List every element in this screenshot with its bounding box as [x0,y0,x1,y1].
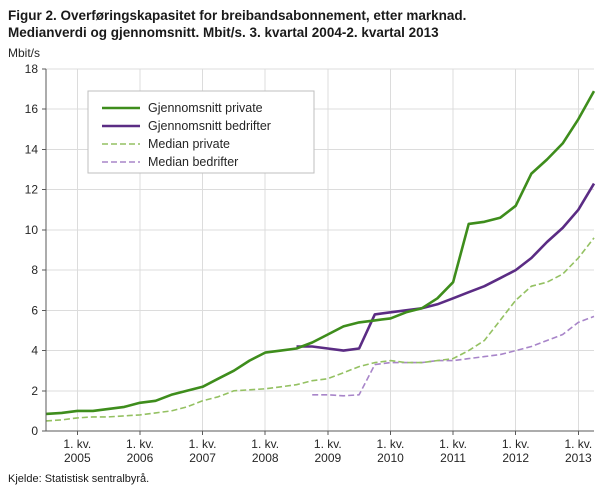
y-tick-label: 0 [31,424,38,438]
y-tick-label: 18 [25,62,39,76]
y-tick-label: 16 [25,102,39,116]
x-tick-label-quarter: 1. kv. [502,437,530,451]
x-tick-label-quarter: 1. kv. [126,437,154,451]
chart-legend: Gjennomsnitt private Gjennomsnitt bedrift… [87,90,315,174]
x-tick-label-quarter: 1. kv. [63,437,91,451]
x-tick-label-quarter: 1. kv. [564,437,592,451]
legend-label-gjennomsnitt-private: Gjennomsnitt private [148,101,263,115]
legend-label-median-private: Median private [148,137,230,151]
y-tick-label: 12 [25,183,39,197]
x-tick-label-year: 2011 [440,451,466,465]
legend-box [87,90,315,174]
series-line-median-private [45,237,595,422]
chart-title-line2: Medianverdi og gjennomsnitt. Mbit/s. 3. … [8,25,439,40]
legend-label-median-bedrifter: Median bedrifter [148,155,238,169]
legend-label-gjennomsnitt-bedrifter: Gjennomsnitt bedrifter [148,119,271,133]
x-tick-label-quarter: 1. kv. [251,437,279,451]
x-tick-label-year: 2006 [127,451,154,465]
series-lines [45,90,596,422]
x-tick-label-quarter: 1. kv. [377,437,405,451]
chart-title: Figur 2. Overføringskapasitet for breiba… [0,0,610,41]
y-tick-label: 6 [31,303,38,317]
y-tick-label: 14 [25,142,39,156]
series-line-median-bedrifter [312,315,595,397]
x-tick-label-year: 2005 [64,451,91,465]
y-tick-label: 4 [31,344,38,358]
series-line-gjennomsnitt-bedrifter [296,182,596,352]
x-tick-label-year: 2013 [565,451,592,465]
x-tick-label-quarter: 1. kv. [314,437,342,451]
x-tick-label-quarter: 1. kv. [189,437,217,451]
x-tick-label-year: 2009 [314,451,341,465]
series-line-gjennomsnitt-private [45,90,596,416]
y-tick-label: 8 [31,263,38,277]
x-tick-label-year: 2007 [189,451,216,465]
x-tick-label-year: 2008 [252,451,279,465]
source-note: Kjelde: Statistisk sentralbyrå. [8,473,150,485]
y-tick-label: 10 [25,223,39,237]
y-tick-label: 2 [31,384,38,398]
x-tick-label-year: 2010 [377,451,404,465]
x-tick-label-year: 2012 [502,451,529,465]
x-tick-label-quarter: 1. kv. [439,437,467,451]
y-axis-unit-label: Mbit/s [8,46,40,60]
chart-title-line1: Figur 2. Overføringskapasitet for breiba… [8,8,467,23]
